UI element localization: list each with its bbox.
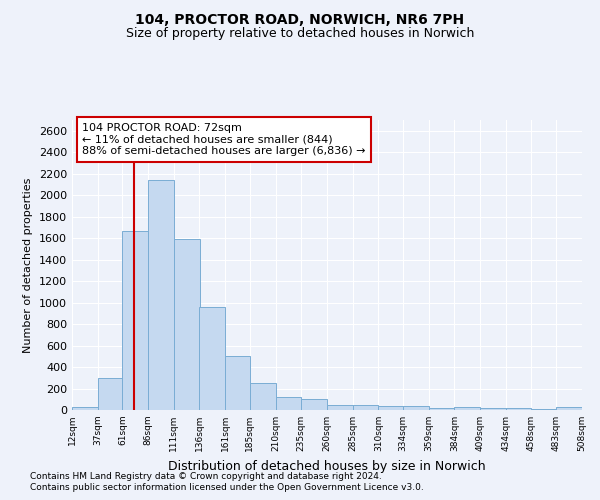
X-axis label: Distribution of detached houses by size in Norwich: Distribution of detached houses by size … (168, 460, 486, 472)
Bar (379, 406, 403, 410)
Bar (98, 378, 122, 410)
Bar (429, 408, 455, 410)
Bar (199, 307, 225, 410)
Bar (353, 404, 379, 410)
Text: Contains HM Land Registry data © Crown copyright and database right 2024.: Contains HM Land Registry data © Crown c… (30, 472, 382, 481)
Text: 104, PROCTOR ROAD, NORWICH, NR6 7PH: 104, PROCTOR ROAD, NORWICH, NR6 7PH (136, 12, 464, 26)
Text: 104 PROCTOR ROAD: 72sqm
← 11% of detached houses are smaller (844)
88% of semi-d: 104 PROCTOR ROAD: 72sqm ← 11% of detache… (82, 123, 366, 156)
Bar (480, 408, 506, 410)
Bar (122, 230, 148, 410)
Bar (506, 408, 530, 410)
Text: Size of property relative to detached houses in Norwich: Size of property relative to detached ho… (126, 28, 474, 40)
Bar (455, 408, 480, 410)
Bar (403, 406, 429, 410)
Bar (556, 408, 582, 410)
Bar (72, 408, 98, 410)
Bar (275, 396, 301, 410)
Bar (327, 404, 353, 410)
Y-axis label: Number of detached properties: Number of detached properties (23, 178, 34, 352)
Bar (250, 383, 275, 410)
Bar (225, 356, 250, 410)
Text: Contains public sector information licensed under the Open Government Licence v3: Contains public sector information licen… (30, 484, 424, 492)
Bar (174, 239, 199, 410)
Bar (301, 400, 327, 410)
Bar (148, 180, 174, 410)
